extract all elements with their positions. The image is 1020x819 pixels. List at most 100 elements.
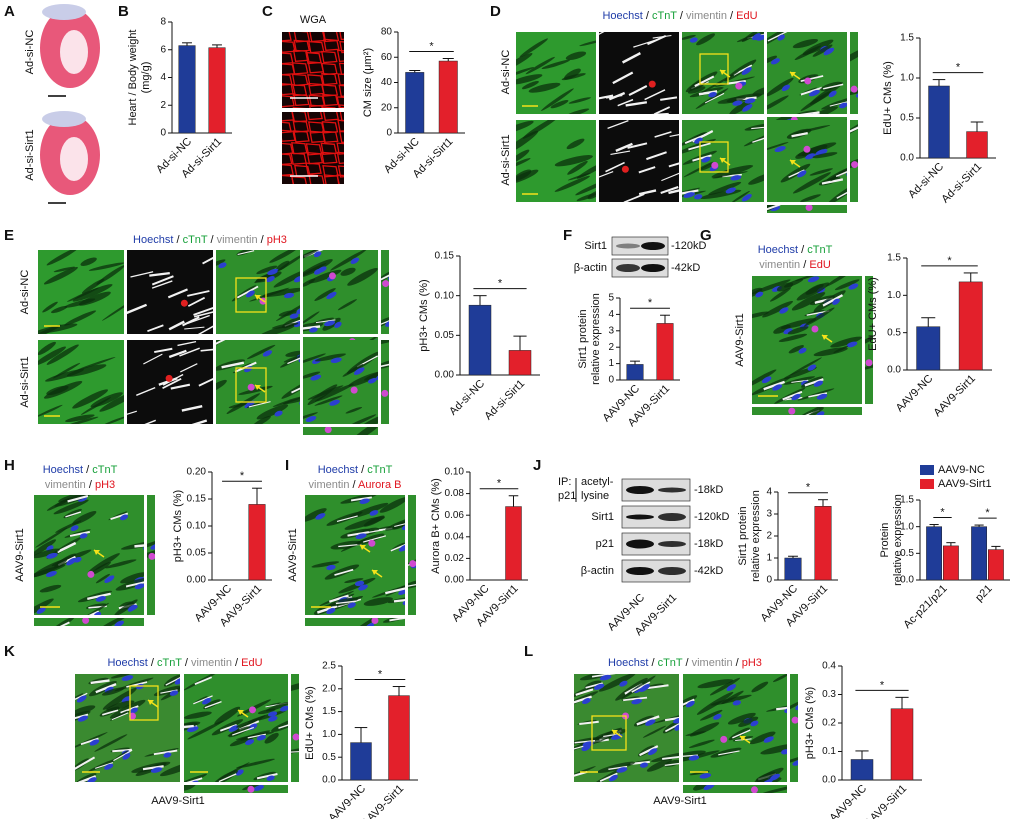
y-tick-label: 0.00 — [187, 575, 207, 586]
stain-name: Hoechst — [602, 10, 642, 22]
streak — [340, 267, 356, 276]
stain-header: Hoechst / cTnT / vimentin / EdU — [602, 10, 757, 22]
positive-nucleus — [87, 570, 95, 578]
micrograph — [303, 427, 378, 435]
nucleus — [674, 724, 679, 731]
separator: / — [258, 234, 267, 246]
fiber — [623, 193, 645, 202]
separator: / — [83, 464, 92, 476]
fiber — [196, 323, 213, 334]
stain-name: Hoechst — [133, 234, 173, 246]
nucleus — [104, 575, 115, 583]
fiber — [162, 377, 182, 390]
streak — [101, 297, 124, 321]
bar — [966, 131, 988, 159]
streak — [767, 77, 794, 97]
fiber — [363, 535, 387, 543]
significance: * — [498, 278, 503, 290]
nucleus — [791, 393, 801, 401]
bar — [926, 526, 942, 581]
bar — [350, 742, 372, 781]
nucleus — [36, 607, 46, 614]
nucleus — [150, 543, 155, 550]
fiber — [732, 729, 751, 739]
y-tick-label: 0.5 — [887, 327, 901, 338]
streak — [752, 369, 777, 389]
streak — [211, 719, 244, 736]
micrograph — [305, 495, 405, 615]
positive-nucleus — [82, 618, 90, 624]
streak — [35, 527, 68, 548]
micrograph-bg — [381, 250, 389, 334]
nucleus — [582, 698, 591, 705]
stain-name: cTnT — [92, 464, 117, 476]
panel-label: G — [700, 227, 712, 244]
micrograph — [127, 340, 213, 424]
zoom-box — [591, 715, 627, 751]
bar — [405, 72, 425, 134]
streak — [789, 357, 822, 376]
significance: * — [806, 482, 811, 494]
bar — [656, 323, 674, 381]
fiber — [394, 522, 405, 528]
streak — [34, 548, 60, 559]
nucleus — [267, 268, 279, 276]
bar — [890, 708, 914, 781]
streak — [767, 32, 793, 48]
fiber — [335, 600, 356, 605]
cell — [321, 121, 339, 134]
legend-swatch — [920, 465, 934, 475]
nucleus — [593, 683, 605, 690]
streak — [865, 328, 873, 348]
streak — [696, 33, 715, 46]
nucleus — [104, 763, 114, 770]
streak — [305, 508, 327, 522]
fiber — [139, 419, 157, 424]
fiber — [184, 777, 203, 782]
micrograph — [752, 276, 862, 404]
positive-nucleus — [128, 712, 136, 720]
streak — [790, 698, 798, 714]
nucleus — [365, 622, 375, 626]
positive-nucleus — [247, 785, 255, 793]
nucleus — [685, 700, 695, 708]
blot-band — [626, 567, 654, 575]
cell — [282, 83, 296, 96]
fiber — [142, 765, 164, 771]
fiber — [627, 142, 648, 149]
positive-nucleus — [851, 161, 858, 169]
stain-name: cTnT — [183, 234, 208, 246]
bar — [916, 326, 941, 371]
streak — [228, 403, 247, 409]
fiber — [822, 294, 844, 307]
streak — [788, 345, 804, 354]
y-tick-label: 20 — [381, 102, 393, 113]
nucleus — [79, 533, 88, 539]
nucleus — [673, 717, 679, 724]
cell — [282, 40, 296, 53]
cell — [291, 62, 309, 75]
streak — [271, 322, 299, 329]
y-tick-label: 4 — [766, 487, 772, 498]
positive-nucleus — [350, 386, 358, 394]
separator: / — [358, 464, 367, 476]
micrograph-bg — [683, 785, 787, 793]
streak — [830, 336, 862, 348]
panel-label: K — [4, 643, 15, 660]
fiber — [607, 120, 629, 129]
fiber — [662, 755, 679, 760]
fiber — [836, 188, 847, 199]
nucleus — [648, 748, 658, 756]
blot-strip — [621, 559, 691, 583]
fiber — [621, 52, 641, 64]
streak — [682, 34, 696, 40]
micrograph-bg — [303, 427, 378, 435]
stain-name: Aurora B — [358, 479, 401, 491]
nucleus — [805, 153, 816, 160]
x-tick-label: AAV9-NC — [828, 783, 870, 819]
fiber — [636, 715, 660, 726]
x-tick-label: Ad-si-NC — [906, 161, 946, 201]
streak — [264, 732, 279, 744]
blot-band — [616, 243, 640, 249]
fiber — [599, 772, 618, 782]
